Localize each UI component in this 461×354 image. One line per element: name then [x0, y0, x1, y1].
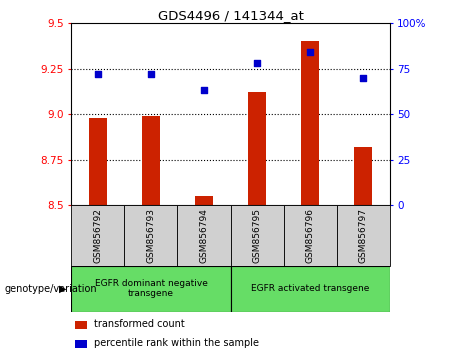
Text: GSM856793: GSM856793 — [147, 208, 155, 263]
Bar — [230, 205, 284, 266]
Text: transformed count: transformed count — [94, 319, 184, 329]
Text: EGFR dominant negative
transgene: EGFR dominant negative transgene — [95, 279, 207, 298]
Bar — [75, 340, 88, 348]
Text: GSM856792: GSM856792 — [94, 208, 102, 263]
Text: GSM856794: GSM856794 — [200, 208, 208, 263]
Bar — [75, 321, 88, 329]
Point — [306, 49, 313, 55]
Bar — [71, 205, 124, 266]
Text: genotype/variation: genotype/variation — [5, 284, 97, 293]
Bar — [230, 266, 390, 312]
Bar — [89, 118, 107, 205]
Point — [254, 60, 261, 66]
Text: GSM856796: GSM856796 — [306, 208, 314, 263]
Point — [94, 71, 101, 77]
Bar — [71, 266, 230, 312]
Bar — [337, 205, 390, 266]
Point — [200, 88, 207, 93]
Title: GDS4496 / 141344_at: GDS4496 / 141344_at — [158, 9, 303, 22]
Bar — [284, 205, 337, 266]
Point — [359, 75, 366, 80]
Bar — [195, 196, 213, 205]
Bar — [354, 147, 372, 205]
Text: GSM856795: GSM856795 — [253, 208, 261, 263]
Point — [148, 71, 155, 77]
Text: percentile rank within the sample: percentile rank within the sample — [94, 338, 259, 348]
Bar — [177, 205, 230, 266]
Bar — [248, 92, 266, 205]
Bar — [301, 41, 319, 205]
Text: ▶: ▶ — [59, 284, 67, 293]
Text: GSM856797: GSM856797 — [359, 208, 367, 263]
Bar — [124, 205, 177, 266]
Text: EGFR activated transgene: EGFR activated transgene — [251, 284, 369, 293]
Bar — [142, 116, 160, 205]
